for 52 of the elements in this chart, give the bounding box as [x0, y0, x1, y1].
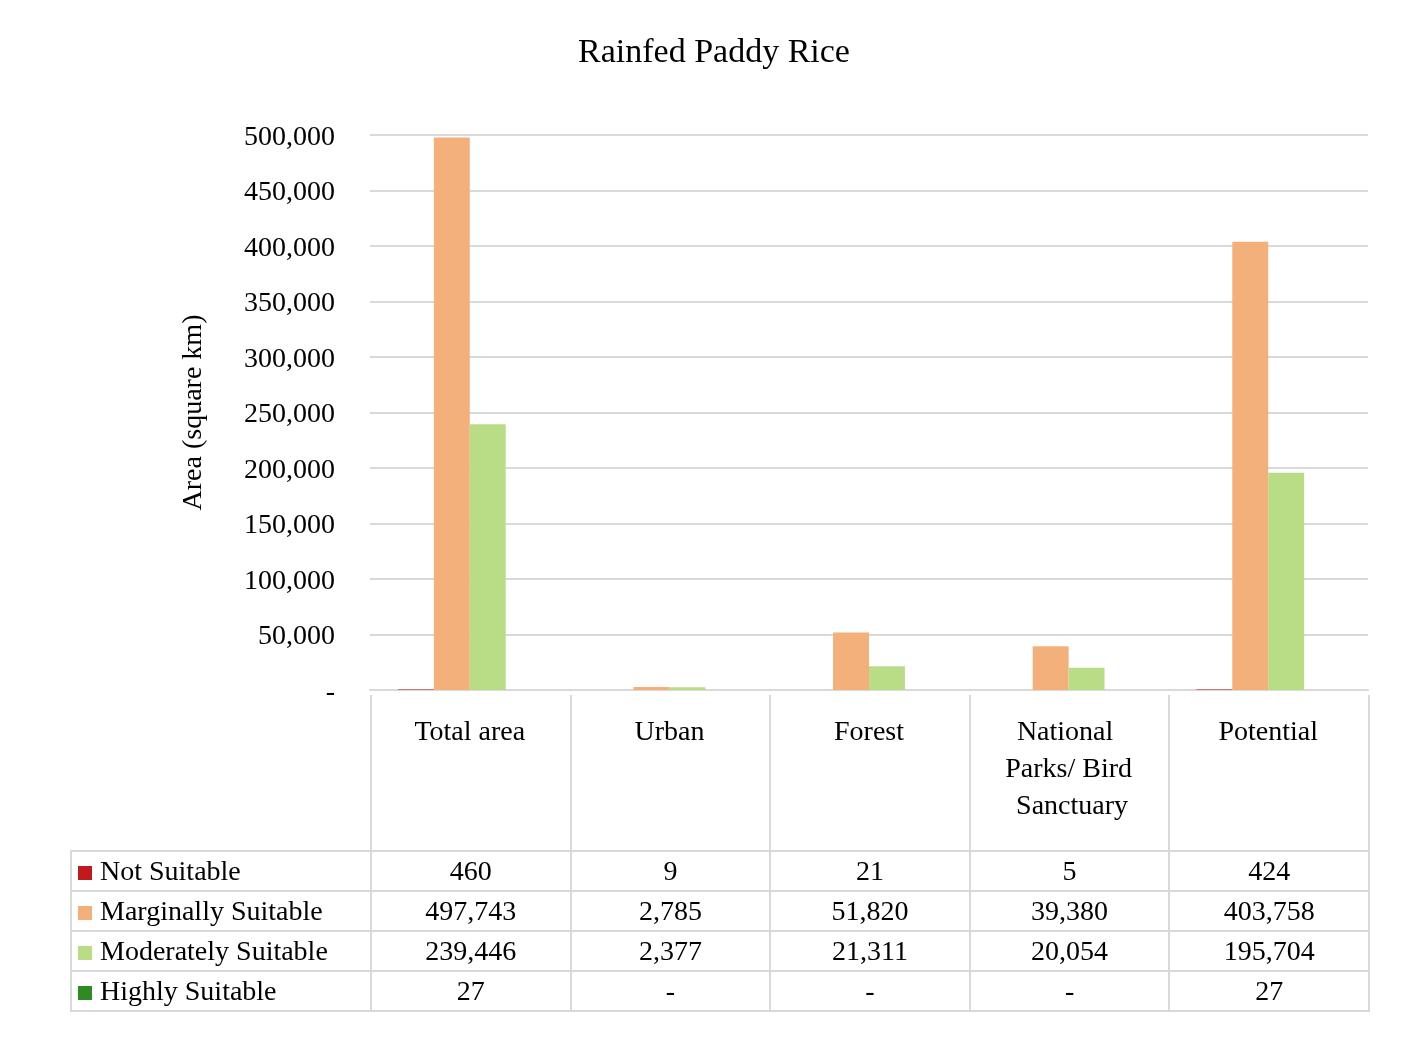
bar: [1268, 472, 1305, 690]
y-tick-label: 350,000: [244, 286, 335, 317]
bar: [1068, 667, 1105, 690]
data-label: 239,446: [371, 931, 571, 971]
legend-label: Highly Suitable: [71, 971, 371, 1011]
data-label: 497,743: [371, 891, 571, 931]
y-tick-label: 400,000: [244, 230, 335, 262]
bar: [1232, 241, 1269, 690]
data-label: 21: [770, 851, 970, 891]
y-tick-label: 50,000: [258, 619, 335, 650]
bar: [633, 686, 670, 690]
data-label: 2,785: [570, 891, 771, 931]
x-tick-label: Total area: [414, 715, 526, 746]
data-label: 2,377: [570, 931, 771, 971]
y-axis-title: Area (square km): [175, 314, 207, 511]
data-label: 27: [1169, 971, 1369, 1011]
data-label: -: [570, 971, 771, 1011]
bar: [833, 632, 869, 690]
y-tick-label: 500,000: [244, 119, 335, 151]
data-label: -: [969, 971, 1170, 1011]
legend-label: Marginally Suitable: [71, 891, 371, 931]
bar: [1032, 646, 1069, 690]
y-tick-label: 450,000: [244, 175, 335, 206]
data-label: 27: [371, 971, 571, 1011]
bar: [469, 424, 506, 690]
data-label: 39,380: [969, 891, 1170, 931]
data-label: 20,054: [969, 931, 1170, 971]
y-tick-label: 200,000: [244, 452, 335, 484]
data-label: 403,758: [1169, 891, 1369, 931]
data-label: 21,311: [770, 931, 970, 971]
bar: [669, 687, 706, 690]
data-label: 424: [1169, 851, 1369, 891]
y-tick-label: 300,000: [244, 341, 335, 373]
data-label: 51,820: [770, 891, 970, 931]
bar: [869, 666, 905, 690]
legend-label: Not Suitable: [71, 851, 371, 891]
y-tick-label: 100,000: [244, 563, 335, 595]
data-label: 460: [371, 851, 571, 891]
x-tick-label: Potential: [1218, 715, 1319, 746]
legend-label: Moderately Suitable: [71, 931, 371, 971]
x-tick-label: Forest: [834, 715, 905, 746]
y-tick-label: -: [325, 674, 335, 706]
data-label: 5: [969, 851, 1170, 891]
bar: [433, 137, 470, 690]
data-label: 195,704: [1169, 931, 1369, 971]
x-tick-label: National Parks/ Bird Sanctuary: [1005, 715, 1132, 820]
data-label: 9: [570, 851, 771, 891]
chart-title: Rainfed Paddy Rice: [578, 31, 850, 69]
data-label: -: [770, 971, 970, 1011]
y-tick-label: 150,000: [244, 508, 335, 539]
x-tick-label: Urban: [634, 715, 705, 746]
y-tick-label: 250,000: [244, 397, 335, 428]
